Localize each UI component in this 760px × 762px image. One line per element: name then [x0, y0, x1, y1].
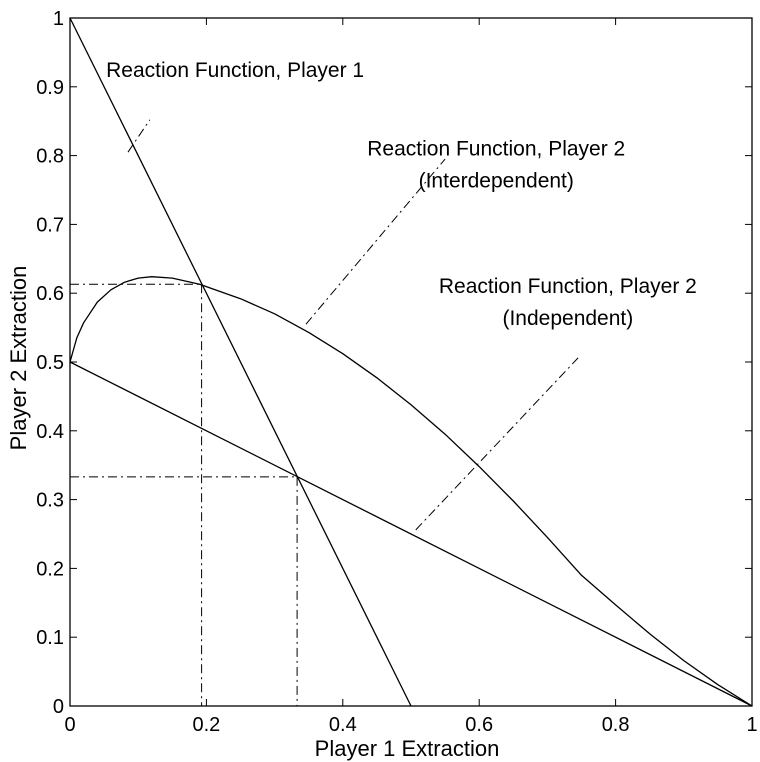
y-tick-label: 0.6	[36, 283, 64, 305]
series-lines	[69, 17, 753, 707]
y-tick-label: 0.5	[36, 352, 64, 374]
annotation-1-line-1: Reaction Function, Player 1	[106, 59, 364, 82]
y-tick-label: 0.9	[36, 77, 64, 99]
annotation-2-line-2: (Interdependent)	[419, 170, 574, 193]
x-ticks: 0 0.2 0.4 0.6 0.8 1	[64, 18, 758, 736]
series-line-2	[69, 361, 753, 707]
annotations: Reaction Function, Player 1 Reaction Func…	[106, 59, 697, 330]
annotation-3-line-2: (Independent)	[502, 307, 633, 330]
y-tick-label: 0.3	[36, 490, 64, 512]
x-tick-label: 0.4	[329, 714, 357, 736]
x-tick-label: 0.6	[465, 714, 493, 736]
y-tick-label: 0.1	[36, 627, 64, 649]
axes-box	[69, 17, 753, 707]
x-axis-label: Player 1 Extraction	[315, 736, 500, 761]
y-tick-label: 0.7	[36, 214, 64, 236]
y-tick-label: 0.2	[36, 558, 64, 580]
x-tick-label: 0.8	[602, 714, 630, 736]
annotation-2-line-1: Reaction Function, Player 2	[367, 138, 625, 161]
annotation-3-line-1: Reaction Function, Player 2	[439, 275, 697, 298]
annotation-pointer-1	[127, 119, 151, 153]
annotation-pointer-2	[305, 158, 446, 325]
y-axis-label: Player 2 Extraction	[6, 266, 31, 451]
series-line-3	[69, 276, 753, 707]
annotation-pointer-3	[415, 357, 579, 531]
x-tick-label: 1	[746, 714, 757, 736]
reference-lines	[70, 283, 298, 706]
annotation-pointers	[127, 119, 579, 531]
x-tick-label: 0.2	[192, 714, 220, 736]
y-tick-label: 0	[53, 696, 64, 718]
y-tick-label: 0.4	[36, 421, 64, 443]
y-tick-label: 0.8	[36, 146, 64, 168]
y-ticks: 0 0.1 0.2 0.3 0.4 0.5 0.6 0.7 0.8 0.9 1	[36, 8, 752, 718]
y-tick-label: 1	[53, 8, 64, 30]
x-tick-label: 0	[64, 714, 75, 736]
plot-frame	[69, 17, 753, 707]
series-line-1	[69, 17, 412, 707]
